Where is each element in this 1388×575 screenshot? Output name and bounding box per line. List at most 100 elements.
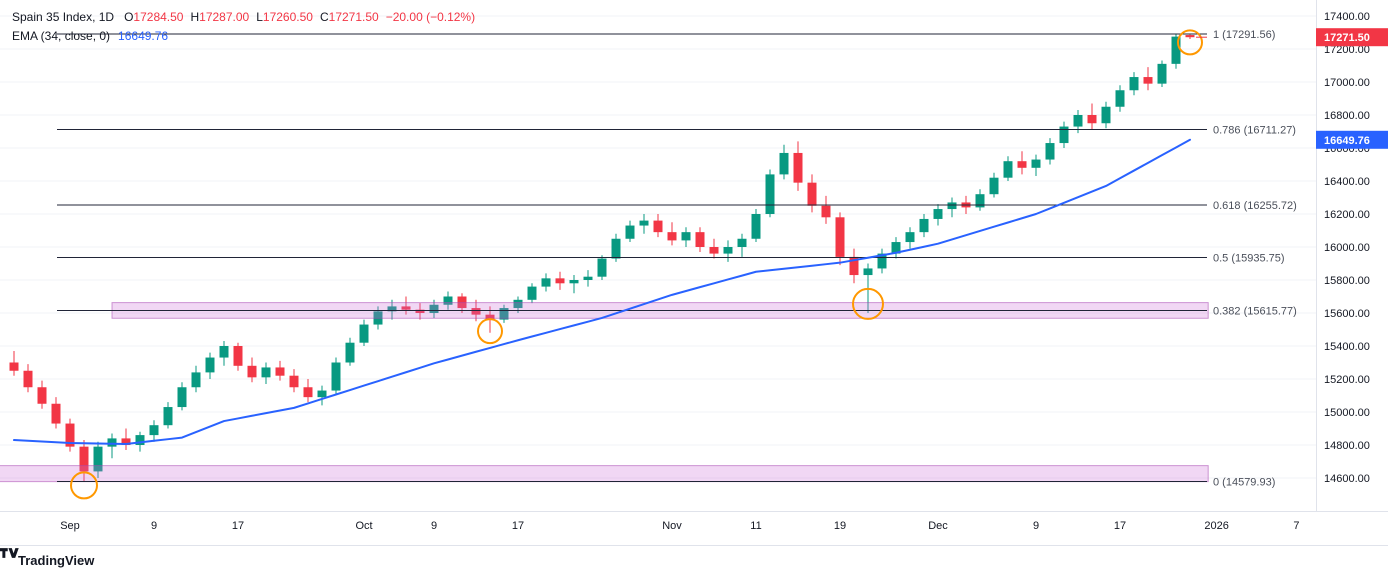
price-axis-label: 16200.00 bbox=[1324, 209, 1370, 221]
candle-body bbox=[107, 438, 117, 447]
fib-zone[interactable] bbox=[0, 465, 1209, 483]
fib-label: 1 (17291.56) bbox=[1213, 29, 1275, 41]
candle-body bbox=[149, 425, 159, 436]
candle-body bbox=[387, 306, 397, 312]
price-axis-label: 16000.00 bbox=[1324, 242, 1370, 254]
candle-body bbox=[667, 232, 677, 241]
price-axis-label: 15800.00 bbox=[1324, 275, 1370, 287]
candle-body bbox=[611, 238, 621, 259]
candle-body bbox=[429, 304, 439, 313]
candle-body bbox=[275, 367, 285, 376]
price-axis-label: 15600.00 bbox=[1324, 308, 1370, 320]
highlight-circles-layer[interactable] bbox=[70, 29, 1203, 500]
high-label: H bbox=[190, 9, 200, 24]
candles-layer[interactable] bbox=[9, 33, 1195, 482]
candle-body bbox=[485, 314, 495, 320]
time-axis-label: 9 bbox=[1033, 520, 1039, 532]
time-axis-label: Sep bbox=[60, 520, 80, 532]
candle-body bbox=[1017, 161, 1027, 168]
price-axis-label: 16800.00 bbox=[1324, 110, 1370, 122]
symbol-legend-row[interactable]: Spain 35 Index, 1D O 17284.50 H 17287.00… bbox=[12, 7, 475, 26]
candle-body bbox=[1171, 36, 1181, 64]
time-axis-label: 17 bbox=[512, 520, 524, 532]
candle-body bbox=[765, 174, 775, 214]
price-badge-text: 17271.50 bbox=[1324, 32, 1370, 44]
candle-body bbox=[821, 205, 831, 218]
candle-body bbox=[93, 446, 103, 472]
time-axis-label: 9 bbox=[431, 520, 437, 532]
time-axis-label: 7 bbox=[1293, 520, 1299, 532]
candle-body bbox=[905, 232, 915, 243]
candle-body bbox=[51, 403, 61, 424]
low-value: 17260.50 bbox=[262, 9, 313, 24]
candle-body bbox=[947, 202, 957, 210]
candle-body bbox=[9, 362, 19, 371]
candle-body bbox=[177, 387, 187, 408]
candle-body bbox=[23, 370, 33, 388]
ema-indicator-value: 16649.76 bbox=[118, 28, 169, 43]
candle-body bbox=[1115, 90, 1125, 107]
ema-indicator-title[interactable]: EMA (34, close, 0) bbox=[12, 28, 111, 43]
symbol-title[interactable]: Spain 35 Index, 1D bbox=[12, 9, 115, 24]
candle-body bbox=[569, 280, 579, 284]
time-axis-label: 17 bbox=[1114, 520, 1126, 532]
highlight-circle[interactable] bbox=[477, 318, 503, 345]
highlight-circle[interactable] bbox=[70, 471, 98, 500]
candle-body bbox=[877, 253, 887, 269]
candle-body bbox=[849, 256, 859, 276]
candle-body bbox=[205, 357, 215, 373]
candle-body bbox=[597, 258, 607, 277]
candle-body bbox=[989, 177, 999, 195]
candle-body bbox=[737, 238, 747, 247]
candle-body bbox=[163, 407, 173, 426]
price-axis[interactable]: 17400.0017200.0017000.0016800.0016600.00… bbox=[1324, 11, 1370, 485]
candle-body bbox=[919, 218, 929, 233]
candle-body bbox=[891, 242, 901, 254]
tradingview-brand-text[interactable]: TradingView bbox=[18, 553, 95, 568]
candle-body bbox=[695, 232, 705, 247]
price-axis-label: 15200.00 bbox=[1324, 374, 1370, 386]
candle-body bbox=[233, 346, 243, 366]
candle-body bbox=[37, 387, 47, 404]
candle-body bbox=[527, 286, 537, 300]
time-axis-label: 2026 bbox=[1204, 520, 1228, 532]
candle-body bbox=[975, 194, 985, 208]
candle-body bbox=[345, 342, 355, 363]
candle-body bbox=[317, 390, 327, 398]
time-axis[interactable]: Sep 9 17 Oct 9 17 Nov 11 19 Dec 9 17 2026 7 bbox=[60, 520, 1299, 532]
candle-body bbox=[625, 225, 635, 239]
price-axis-label: 17000.00 bbox=[1324, 77, 1370, 89]
candle-body bbox=[331, 362, 341, 391]
grid-layer bbox=[0, 15, 1316, 479]
time-axis-label: 17 bbox=[232, 520, 244, 532]
time-axis-label: Dec bbox=[928, 520, 948, 532]
footer-bar: TradingView bbox=[0, 545, 1388, 575]
ema-line[interactable] bbox=[13, 138, 1191, 446]
candle-body bbox=[1059, 126, 1069, 144]
candle-body bbox=[541, 278, 551, 287]
candle-body bbox=[443, 296, 453, 305]
candle-body bbox=[779, 152, 789, 175]
highlight-circle[interactable] bbox=[1177, 29, 1203, 56]
fib-levels-layer[interactable]: 1 (17291.56) 0.786 (16711.27) 0.618 (16255… bbox=[57, 29, 1297, 488]
candle-body bbox=[65, 423, 75, 447]
highlight-circle[interactable] bbox=[852, 287, 884, 320]
price-axis-label: 17200.00 bbox=[1324, 44, 1370, 56]
candle-body bbox=[191, 372, 201, 388]
price-badges-layer: 17271.50 16649.76 bbox=[1316, 28, 1388, 149]
ema-legend-row[interactable]: EMA (34, close, 0) 16649.76 bbox=[12, 26, 475, 45]
candle-body bbox=[793, 152, 803, 183]
candle-body bbox=[219, 346, 229, 358]
fib-label: 0.618 (16255.72) bbox=[1213, 200, 1297, 212]
candle-body bbox=[401, 306, 411, 310]
candle-body bbox=[1101, 106, 1111, 124]
candle-body bbox=[583, 276, 593, 280]
candle-body bbox=[247, 365, 257, 378]
price-axis-label: 17400.00 bbox=[1324, 11, 1370, 23]
candle-body bbox=[135, 435, 145, 445]
price-axis-label: 14800.00 bbox=[1324, 440, 1370, 452]
candle-body bbox=[261, 367, 271, 378]
time-axis-label: 11 bbox=[750, 520, 761, 532]
